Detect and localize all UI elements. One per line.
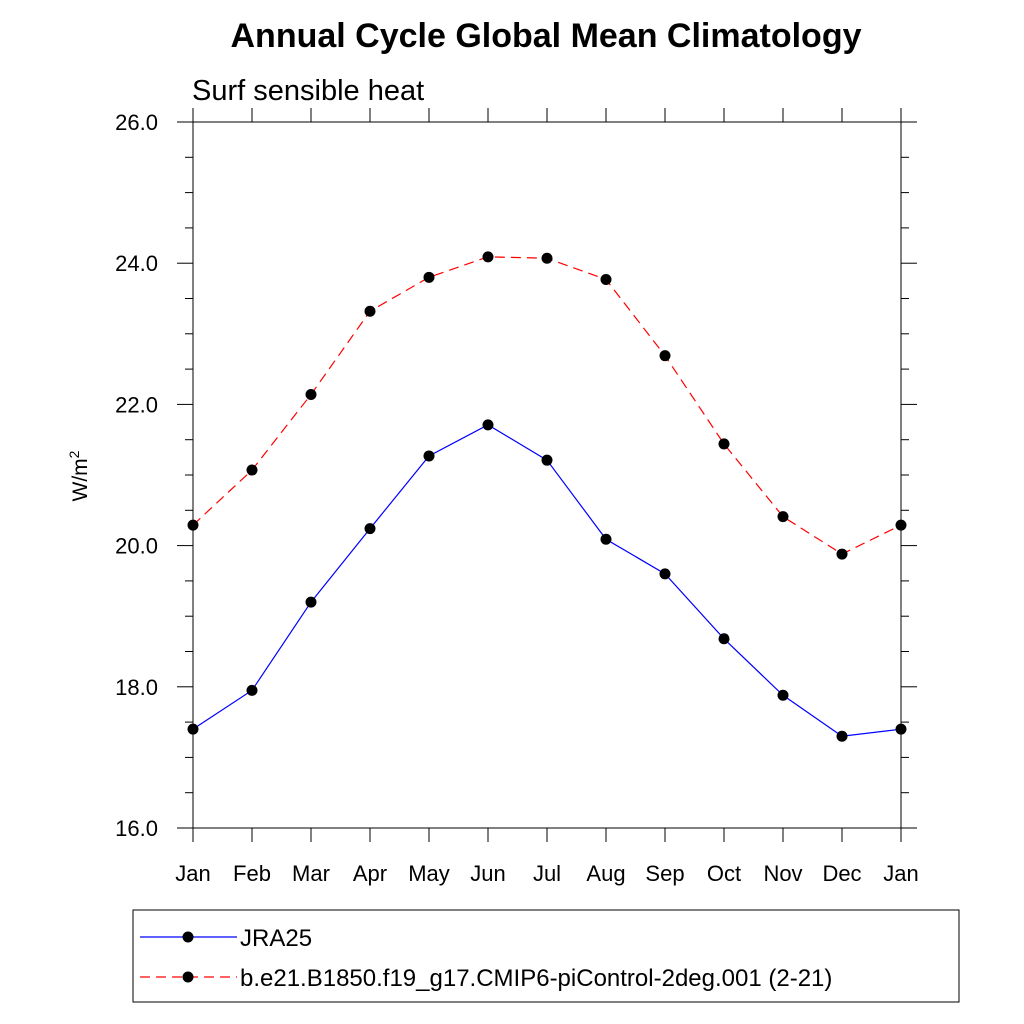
- data-point: [836, 730, 848, 742]
- x-tick-label: Oct: [707, 861, 741, 886]
- data-point: [541, 454, 553, 466]
- y-axis-label-superscript: 2: [66, 450, 82, 458]
- legend-marker: [182, 931, 194, 943]
- data-point: [246, 684, 258, 696]
- y-tick-label: 22.0: [115, 392, 158, 417]
- series-2: [187, 251, 907, 560]
- data-point: [777, 689, 789, 701]
- data-point: [187, 519, 199, 531]
- y-tick-label: 26.0: [115, 110, 158, 135]
- data-point: [423, 450, 435, 462]
- y-tick-label: 18.0: [115, 675, 158, 700]
- series-1: [187, 419, 907, 742]
- x-tick-label: Apr: [353, 861, 387, 886]
- data-point: [364, 305, 376, 317]
- x-tick-label: May: [408, 861, 450, 886]
- data-point: [364, 523, 376, 535]
- legend-label: b.e21.B1850.f19_g17.CMIP6-piControl-2deg…: [240, 965, 832, 992]
- data-point: [482, 419, 494, 431]
- data-point: [600, 533, 612, 545]
- x-tick-label: Sep: [645, 861, 684, 886]
- chart-title: Annual Cycle Global Mean Climatology: [231, 17, 862, 55]
- y-axis-label-unit: W/m: [69, 458, 92, 501]
- x-tick-label: Jan: [883, 861, 918, 886]
- data-point: [777, 511, 789, 523]
- x-tick-label: Jul: [533, 861, 561, 886]
- data-point: [718, 633, 730, 645]
- y-tick-label: 20.0: [115, 534, 158, 559]
- x-tick-label: Nov: [763, 861, 802, 886]
- x-tick-label: Jan: [175, 861, 210, 886]
- plot-frame: [192, 121, 902, 829]
- data-point: [541, 252, 553, 264]
- series-layer: [187, 251, 907, 742]
- data-point: [187, 723, 199, 735]
- data-point: [895, 723, 907, 735]
- data-point: [895, 519, 907, 531]
- y-tick-label: 16.0: [115, 816, 158, 841]
- data-point: [482, 251, 494, 263]
- y-tick-labels: 16.0 18.0 20.0 22.0 24.0 26.0: [115, 110, 158, 841]
- x-tick-label: Mar: [292, 861, 330, 886]
- data-point: [423, 271, 435, 283]
- y-axis-label: W/m2: [66, 450, 92, 501]
- plot-axes: [177, 108, 917, 842]
- data-point: [836, 548, 848, 560]
- legend-box: [132, 909, 960, 1003]
- data-point: [305, 389, 317, 401]
- data-point: [718, 438, 730, 450]
- data-point: [659, 350, 671, 362]
- data-point: [659, 568, 671, 580]
- legend-marker: [182, 971, 194, 983]
- legend: JRA25 b.e21.B1850.f19_g17.CMIP6-piControl…: [132, 909, 960, 1003]
- data-point: [305, 596, 317, 608]
- x-tick-label: Aug: [586, 861, 625, 886]
- data-point: [600, 273, 612, 285]
- data-point: [246, 464, 258, 476]
- series-line: [192, 424, 902, 737]
- x-tick-label: Dec: [822, 861, 861, 886]
- legend-label: JRA25: [240, 925, 312, 952]
- series-line: [192, 256, 902, 555]
- x-tick-label: Jun: [470, 861, 505, 886]
- chart-subtitle: Surf sensible heat: [192, 75, 424, 107]
- x-tick-label: Feb: [233, 861, 271, 886]
- y-tick-label: 24.0: [115, 251, 158, 276]
- x-tick-labels: Jan Feb Mar Apr May Jun Jul Aug Sep Oct Nov Dec Jan: [175, 861, 918, 886]
